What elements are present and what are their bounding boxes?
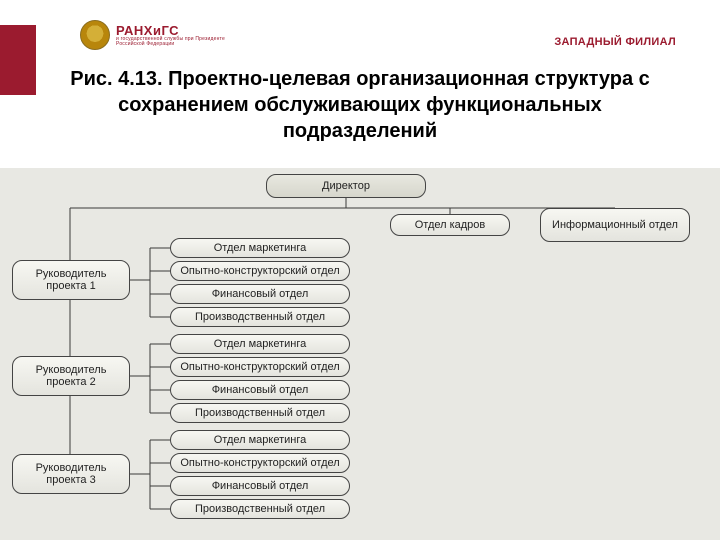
node-director: Директор	[266, 174, 426, 198]
org-chart: Директор Отдел кадров Информационный отдел…	[0, 168, 720, 540]
logo-text: РАНХиГС	[116, 24, 226, 37]
node-p3_prod: Производственный отдел	[170, 499, 350, 519]
node-p2_marketing: Отдел маркетинга	[170, 334, 350, 354]
node-hr: Отдел кадров	[390, 214, 510, 236]
node-pm3: Руководитель проекта 3	[12, 454, 130, 494]
node-p2_prod: Производственный отдел	[170, 403, 350, 423]
logo-subtext: и государственной службы при Президенте …	[116, 37, 226, 47]
node-p3_fin: Финансовый отдел	[170, 476, 350, 496]
node-p1_prod: Производственный отдел	[170, 307, 350, 327]
node-it: Информационный отдел	[540, 208, 690, 242]
node-pm2: Руководитель проекта 2	[12, 356, 130, 396]
node-p2_rnd: Опытно-конструкторский отдел	[170, 357, 350, 377]
node-p1_marketing: Отдел маркетинга	[170, 238, 350, 258]
page-title: Рис. 4.13. Проектно-целевая организацион…	[60, 66, 660, 144]
accent-bar	[0, 25, 36, 95]
crest-icon	[80, 20, 110, 50]
node-pm1: Руководитель проекта 1	[12, 260, 130, 300]
logo: РАНХиГС и государственной службы при Пре…	[80, 20, 226, 50]
branch-label: ЗАПАДНЫЙ ФИЛИАЛ	[554, 36, 676, 48]
node-p2_fin: Финансовый отдел	[170, 380, 350, 400]
node-p3_rnd: Опытно-конструкторский отдел	[170, 453, 350, 473]
node-p1_rnd: Опытно-конструкторский отдел	[170, 261, 350, 281]
node-p3_marketing: Отдел маркетинга	[170, 430, 350, 450]
node-p1_fin: Финансовый отдел	[170, 284, 350, 304]
